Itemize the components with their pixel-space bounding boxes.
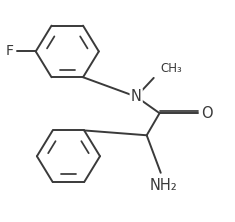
- Text: N: N: [131, 89, 142, 104]
- Text: NH₂: NH₂: [149, 178, 177, 193]
- Text: CH₃: CH₃: [161, 61, 182, 75]
- Text: O: O: [201, 106, 212, 121]
- Text: F: F: [6, 44, 14, 58]
